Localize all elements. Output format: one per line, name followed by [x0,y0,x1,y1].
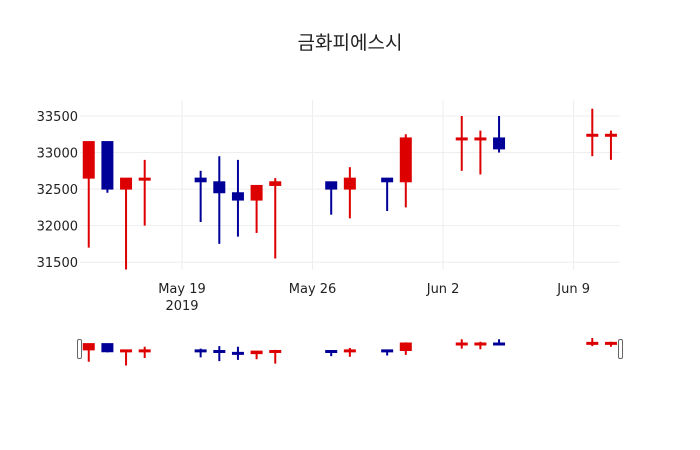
candle[interactable] [231,346,244,360]
candle[interactable] [120,177,133,270]
candle[interactable] [343,348,356,357]
candle[interactable] [213,346,226,362]
y-tick-label: 31500 [37,256,78,271]
candle[interactable] [586,338,599,347]
candle[interactable] [138,159,151,226]
candle[interactable] [101,343,114,353]
range-slider[interactable] [77,338,623,366]
y-tick-label: 33000 [37,147,78,162]
x-axis: May 19 2019 May 26 Jun 2 Jun 9 [158,282,590,314]
x-tick-label: May 26 [289,282,337,297]
candle[interactable] [325,350,338,357]
candle[interactable] [474,341,487,350]
range-slider-left-handle[interactable] [77,339,82,359]
candle[interactable] [604,130,617,160]
candle[interactable] [120,349,133,366]
candle[interactable] [101,141,114,193]
candle[interactable] [455,339,468,349]
candle[interactable] [474,130,487,175]
y-tick-label: 32000 [37,220,78,235]
chart-title: 금화피에스시 [297,32,403,54]
candle[interactable] [250,184,263,233]
candle[interactable] [82,141,95,248]
candle[interactable] [250,350,263,360]
x-tick-year: 2019 [165,299,198,314]
candle[interactable] [493,116,506,153]
candle[interactable] [399,134,412,208]
y-tick-label: 33500 [37,110,78,125]
y-axis: 31500 32000 32500 33000 33500 [37,110,78,271]
candle[interactable] [269,349,282,364]
candle[interactable] [381,349,394,356]
candle[interactable] [82,343,95,362]
y-tick-label: 32500 [37,183,78,198]
candle[interactable] [604,341,617,347]
candle[interactable] [138,346,151,358]
candle[interactable] [399,342,412,355]
candle[interactable] [586,108,599,157]
candle[interactable] [325,181,338,215]
candle[interactable] [269,178,282,259]
candle[interactable] [381,177,394,212]
x-tick-label: Jun 9 [556,282,590,297]
range-slider-right-handle[interactable] [618,339,623,359]
candle[interactable] [343,167,356,219]
candle[interactable] [455,116,468,171]
x-tick-label: Jun 2 [426,282,460,297]
candle[interactable] [194,170,207,222]
candles[interactable] [82,108,617,270]
x-tick-label: May 19 [158,282,206,297]
candle[interactable] [231,159,244,237]
candle[interactable] [493,339,506,346]
candle[interactable] [213,156,226,244]
candle[interactable] [194,348,207,358]
